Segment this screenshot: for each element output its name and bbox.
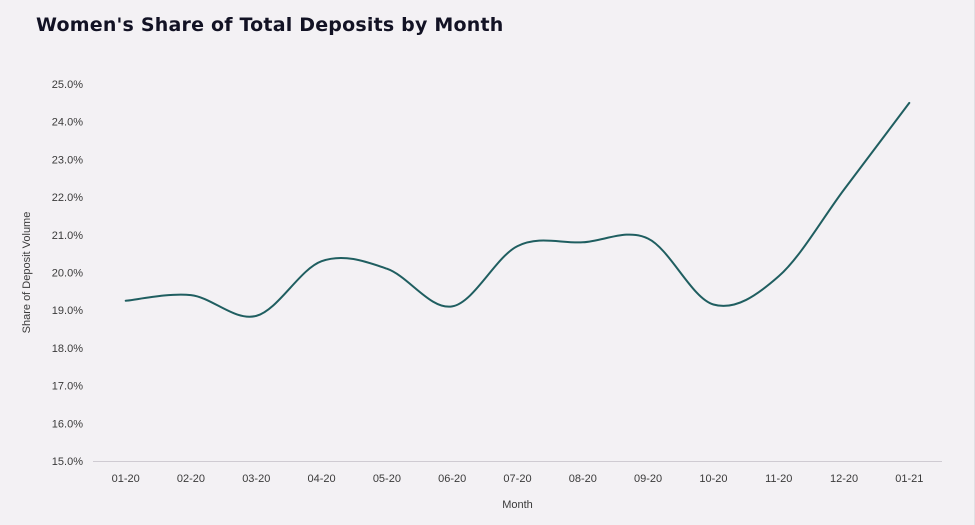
y-tick-label: 22.0% xyxy=(52,192,83,204)
x-tick-label: 11-20 xyxy=(765,473,792,485)
x-tick-label: 02-20 xyxy=(177,473,205,485)
y-tick-label: 21.0% xyxy=(52,230,83,242)
y-axis-ticks: 15.0% 16.0% 17.0% 18.0% 19.0% 20.0% 21.0% 22.0%… xyxy=(52,79,83,468)
y-tick-label: 24.0% xyxy=(52,117,83,129)
x-tick-label: 03-20 xyxy=(242,473,270,485)
y-tick-label: 17.0% xyxy=(52,381,83,393)
x-tick-label: 01-21 xyxy=(895,473,923,485)
y-tick-label: 19.0% xyxy=(52,305,83,317)
x-tick-label: 06-20 xyxy=(438,473,466,485)
x-tick-label: 07-20 xyxy=(503,473,531,485)
x-tick-label: 04-20 xyxy=(308,473,336,485)
y-axis-title: Share of Deposit Volume xyxy=(21,212,33,334)
x-tick-label: 12-20 xyxy=(830,473,858,485)
y-tick-label: 18.0% xyxy=(52,343,83,355)
x-tick-label: 10-20 xyxy=(699,473,727,485)
y-tick-label: 16.0% xyxy=(52,418,83,430)
x-tick-label: 08-20 xyxy=(569,473,597,485)
x-axis-title: Month xyxy=(502,499,533,511)
y-tick-label: 20.0% xyxy=(52,268,83,280)
y-tick-label: 23.0% xyxy=(52,154,83,166)
y-tick-label: 25.0% xyxy=(52,79,83,91)
x-tick-label: 09-20 xyxy=(634,473,662,485)
series-line xyxy=(124,101,911,318)
chart-title: Women's Share of Total Deposits by Month xyxy=(36,14,504,36)
y-tick-label: 15.0% xyxy=(52,456,83,468)
x-tick-label: 05-20 xyxy=(373,473,401,485)
x-axis-ticks: 01-20 02-20 03-20 04-20 05-20 06-20 07-20 08-20… xyxy=(112,473,924,485)
x-tick-label: 01-20 xyxy=(112,473,140,485)
